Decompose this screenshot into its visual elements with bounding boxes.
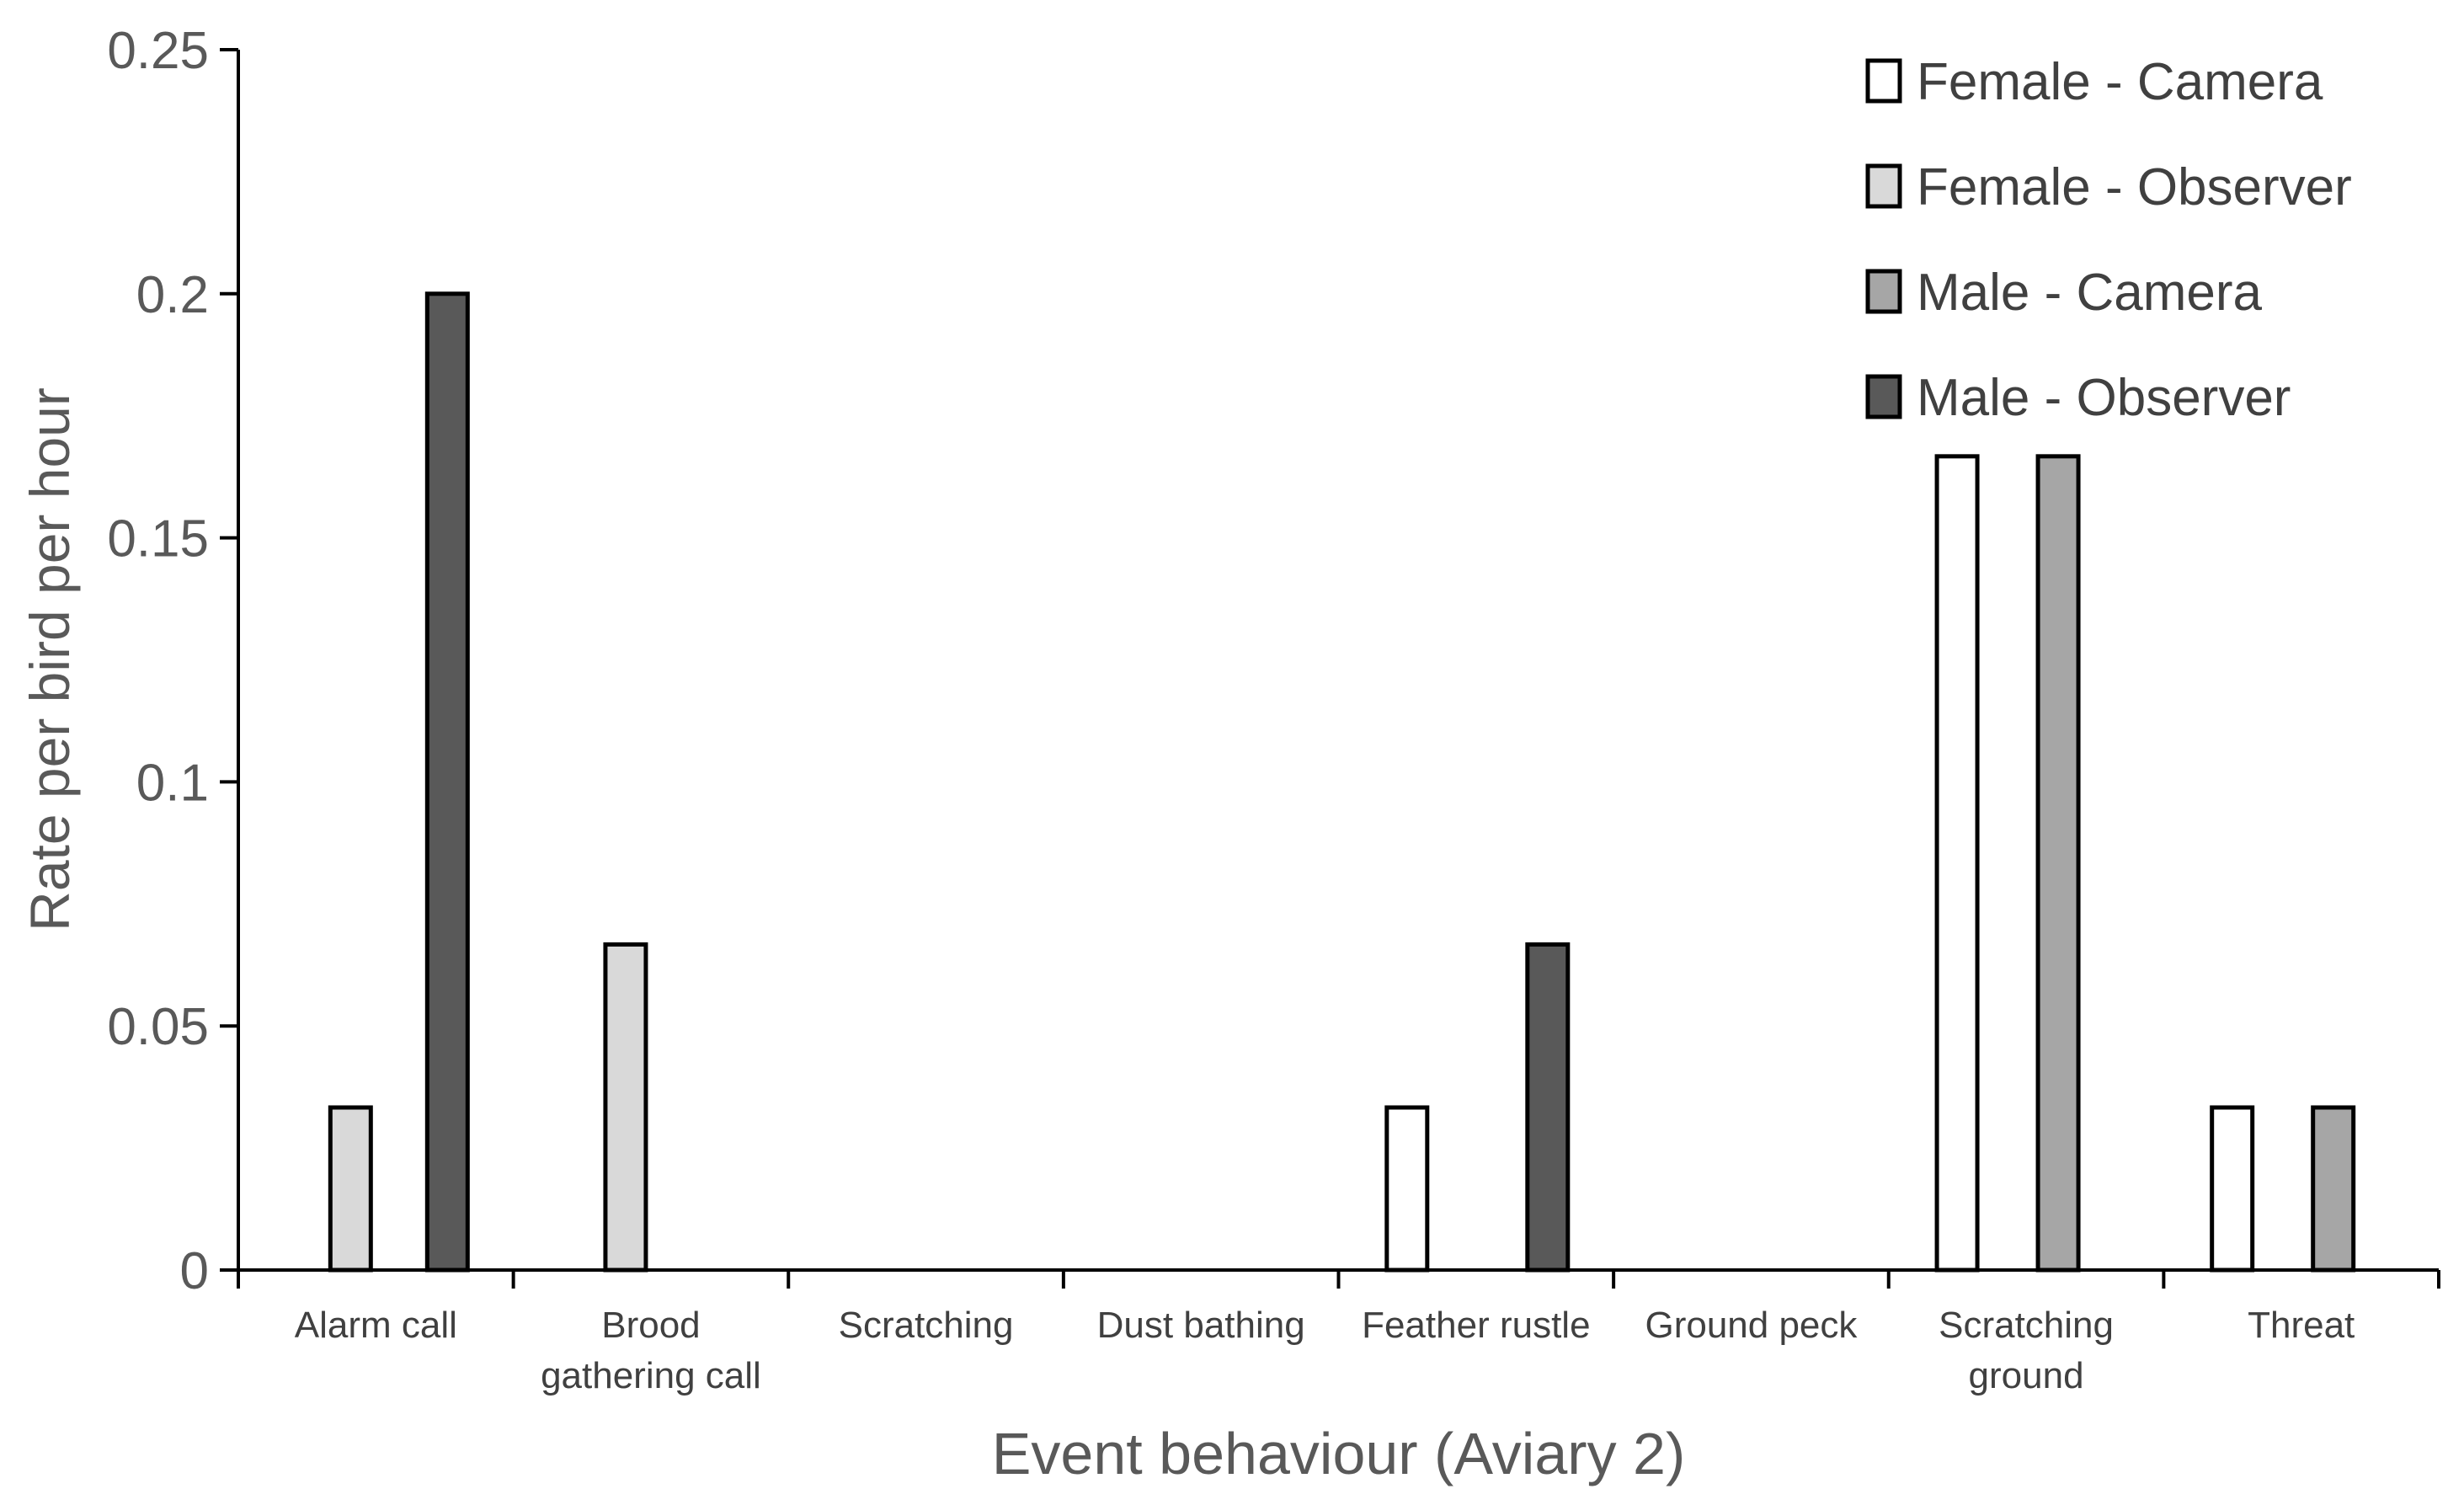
bar-female-camera-7 [2210,1105,2255,1273]
x-tick-label: Ground peck [1645,1305,1858,1346]
bar-male-camera-7 [2311,1105,2356,1273]
bar-female-camera-6 [1934,454,1980,1273]
legend-label: Female - Observer [1917,158,2352,216]
y-tick-label: 0.1 [136,754,209,812]
bar-male-observer-4 [1525,942,1571,1273]
bar-male-observer-0 [424,291,470,1273]
x-tick-label: Scratching [839,1305,1014,1346]
x-tick-label: Brood gathering call [541,1305,761,1396]
bar-female-camera-4 [1384,1105,1430,1273]
x-tick-label: Feather rustle [1362,1305,1590,1346]
legend-label: Male - Observer [1917,369,2291,427]
legend-swatch [1865,269,1902,314]
bars-layer [328,291,2356,1273]
legend-label: Male - Camera [1917,264,2263,322]
y-axis-title: Rate per bird per hour [19,387,81,931]
legend-label: Female - Camera [1917,53,2323,111]
axes-layer [220,48,2440,1289]
y-tick-label: 0 [180,1242,209,1300]
y-tick-label: 0.25 [107,22,209,80]
bar-male-camera-6 [2035,454,2081,1273]
y-tick-label: 0.05 [107,998,209,1056]
y-tick-label: 0.2 [136,266,209,324]
legend-swatch [1865,58,1902,104]
y-tick-label: 0.15 [107,510,209,568]
x-tick-label: Alarm call [295,1305,457,1346]
x-tick-label: Threat [2248,1305,2355,1346]
x-tick-label: Dust bathing [1097,1305,1305,1346]
legend-swatch [1865,374,1902,419]
x-axis-title: Event behaviour (Aviary 2) [992,1421,1686,1486]
legend-swatch [1865,163,1902,209]
bar-female-observer-0 [328,1105,373,1273]
bar-female-observer-1 [603,942,648,1273]
legend: Female - Camera Female - Observer Male - C… [1865,53,2352,427]
x-tick-label: Scratching ground [1939,1305,2114,1396]
labels-layer: 0 0.05 0.1 0.15 0.2 0.25 Alarm call Brood gather… [107,22,2355,1396]
